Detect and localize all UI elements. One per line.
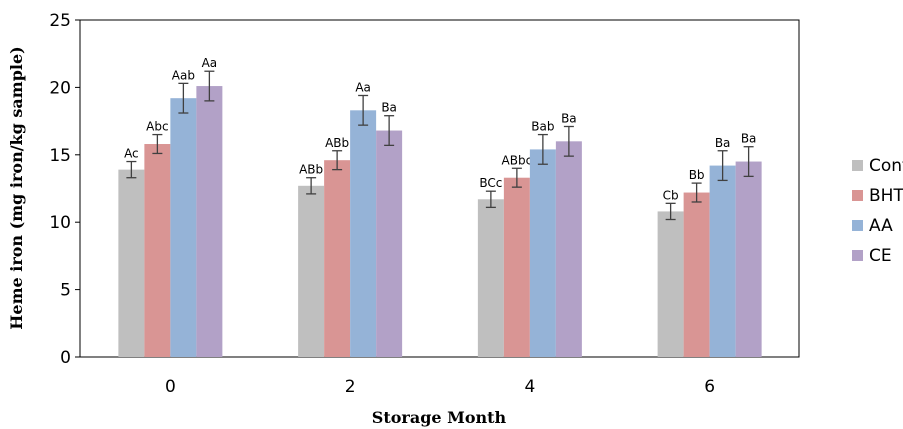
bar: [196, 86, 223, 357]
bar-significance-label: BCc: [479, 176, 502, 190]
bar: [118, 169, 145, 357]
x-axis-title: Storage Month: [372, 408, 507, 427]
legend-swatch: [852, 160, 863, 171]
bar-significance-label: ABb: [299, 163, 323, 177]
bar: [555, 141, 582, 357]
legend: Control BHT AA CE: [852, 156, 903, 266]
y-tick-label: 25: [49, 11, 71, 31]
bar: [503, 177, 530, 357]
bar-significance-label: Aab: [172, 68, 195, 82]
bar-significance-label: Ba: [715, 136, 731, 150]
bar: [529, 149, 556, 357]
bars: Ac ABb BCc Cb Abc ABb ABbc Bb Aab Aa Bab Ba Aa Ba Ba Ba: [118, 56, 762, 358]
legend-swatch: [852, 190, 863, 201]
bar-significance-label: Ba: [561, 111, 577, 125]
bar-significance-label: Bab: [531, 120, 554, 134]
bar: [735, 161, 762, 357]
x-tick-label: 4: [524, 377, 535, 397]
legend-swatch: [852, 220, 863, 231]
bar: [709, 165, 736, 357]
bar-significance-label: Ba: [381, 101, 397, 115]
y-tick-label: 5: [60, 281, 71, 301]
bar: [144, 144, 171, 357]
plot-frame: [79, 19, 800, 358]
bar: [477, 199, 504, 357]
legend-label: Control: [869, 156, 903, 176]
legend-label: BHT: [869, 186, 903, 206]
bar: [683, 192, 710, 357]
legend-label: CE: [869, 246, 892, 266]
y-tick-label: 0: [60, 348, 71, 368]
y-tick-label: 20: [49, 78, 71, 98]
y-axis: 0 5 10 15 20 25: [49, 11, 80, 368]
bar: [170, 98, 197, 358]
y-axis-title: Heme iron (mg iron/kg sample): [7, 46, 26, 329]
bar-significance-label: ABbc: [502, 153, 533, 167]
bar: [657, 211, 684, 357]
bar: [324, 160, 351, 357]
x-tick-label: 2: [345, 377, 356, 397]
bar-significance-label: Aa: [202, 56, 218, 70]
legend-swatch: [852, 250, 863, 261]
x-axis: 0 2 4 6: [165, 377, 715, 397]
bar-significance-label: Cb: [663, 188, 679, 202]
bar-significance-label: Ac: [124, 147, 139, 161]
x-tick-label: 6: [704, 377, 715, 397]
bar-significance-label: Aa: [355, 80, 371, 94]
bar: [298, 185, 325, 357]
x-tick-label: 0: [165, 377, 176, 397]
bar: [350, 110, 377, 357]
bar-significance-label: Abc: [146, 120, 168, 134]
legend-label: AA: [869, 216, 893, 236]
bar: [376, 130, 403, 357]
y-tick-label: 10: [49, 213, 71, 233]
bar-significance-label: ABb: [325, 136, 349, 150]
bar-significance-label: Ba: [741, 132, 757, 146]
y-tick-label: 15: [49, 146, 71, 166]
bar-significance-label: Bb: [689, 168, 705, 182]
